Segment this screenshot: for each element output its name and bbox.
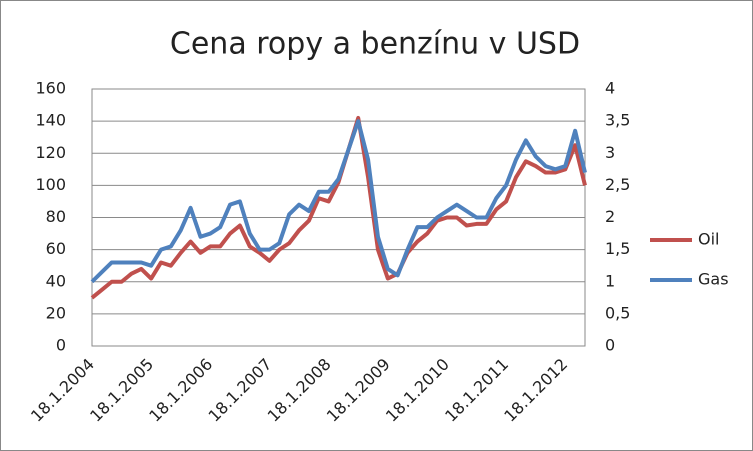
legend-label: Gas: [698, 270, 729, 289]
y-tick-label: 140: [35, 111, 66, 130]
y2-tick-label: 2: [605, 207, 615, 226]
y2-tick-label: 1: [605, 271, 615, 290]
y-tick-label: 0: [56, 336, 66, 355]
legend-label: Oil: [698, 230, 719, 249]
data-line: [90, 119, 587, 284]
y-tick-label: 120: [35, 143, 66, 162]
y-tick-label: 100: [35, 175, 66, 194]
y-tick-label: 160: [35, 79, 66, 98]
y2-tick-label: 0: [605, 336, 615, 355]
y-tick-label: 20: [46, 303, 66, 322]
y2-tick-label: 3: [605, 143, 615, 162]
chart-title: Cena ropy a benzínu v USD: [170, 27, 580, 62]
y2-tick-label: 3,5: [605, 111, 630, 130]
y2-tick-label: 1,5: [605, 239, 630, 258]
y2-tick-label: 0,5: [605, 303, 630, 322]
plot-area: [91, 88, 586, 347]
y2-tick-label: 2,5: [605, 175, 630, 194]
y2-tick-label: 4: [605, 79, 615, 98]
y-tick-label: 40: [46, 271, 66, 290]
y-tick-label: 60: [46, 239, 66, 258]
y-tick-label: 80: [46, 207, 66, 226]
